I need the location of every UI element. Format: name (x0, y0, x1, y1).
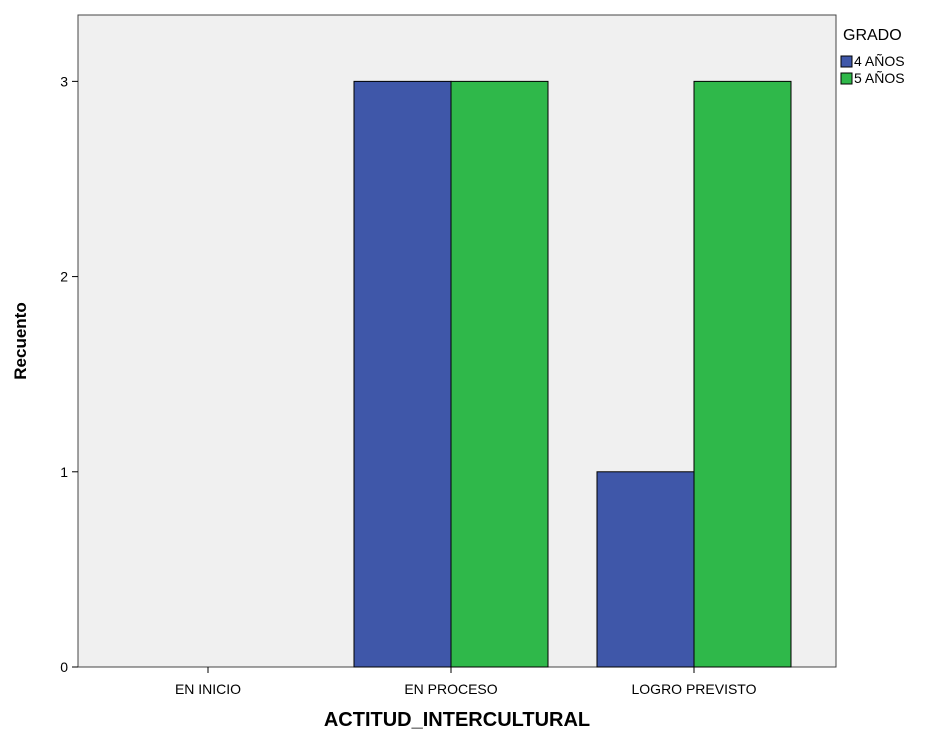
bar-logro-previsto-4-anos (596, 471, 695, 668)
y-tick-label: 3 (60, 73, 68, 89)
y-tick-label: 1 (60, 464, 68, 480)
y-axis-title: Recuento (11, 302, 30, 379)
x-axis: EN INICIO EN PROCESO LOGRO PREVISTO (175, 667, 757, 697)
y-tick-label: 2 (60, 269, 68, 285)
y-tick-label: 0 (60, 659, 68, 675)
legend-title: GRADO (843, 27, 902, 44)
x-category-label: EN INICIO (175, 681, 241, 697)
x-axis-title: ACTITUD_INTERCULTURAL (324, 709, 590, 731)
bar-en-proceso-5-anos (450, 80, 549, 668)
x-category-label: EN PROCESO (404, 681, 497, 697)
legend-label-4-anos: 4 AÑOS (854, 53, 905, 69)
x-category-label: LOGRO PREVISTO (632, 681, 757, 697)
legend-label-5-anos: 5 AÑOS (854, 70, 905, 86)
legend-swatch-4-anos (840, 55, 853, 68)
legend-swatch-5-anos (840, 72, 853, 85)
bar-logro-previsto-5-anos (693, 80, 792, 668)
bar-en-proceso-4-anos (353, 80, 452, 668)
legend: GRADO 4 AÑOS 5 AÑOS (840, 27, 905, 86)
bars-group (353, 80, 792, 668)
y-axis: 0 1 2 3 (60, 73, 78, 675)
